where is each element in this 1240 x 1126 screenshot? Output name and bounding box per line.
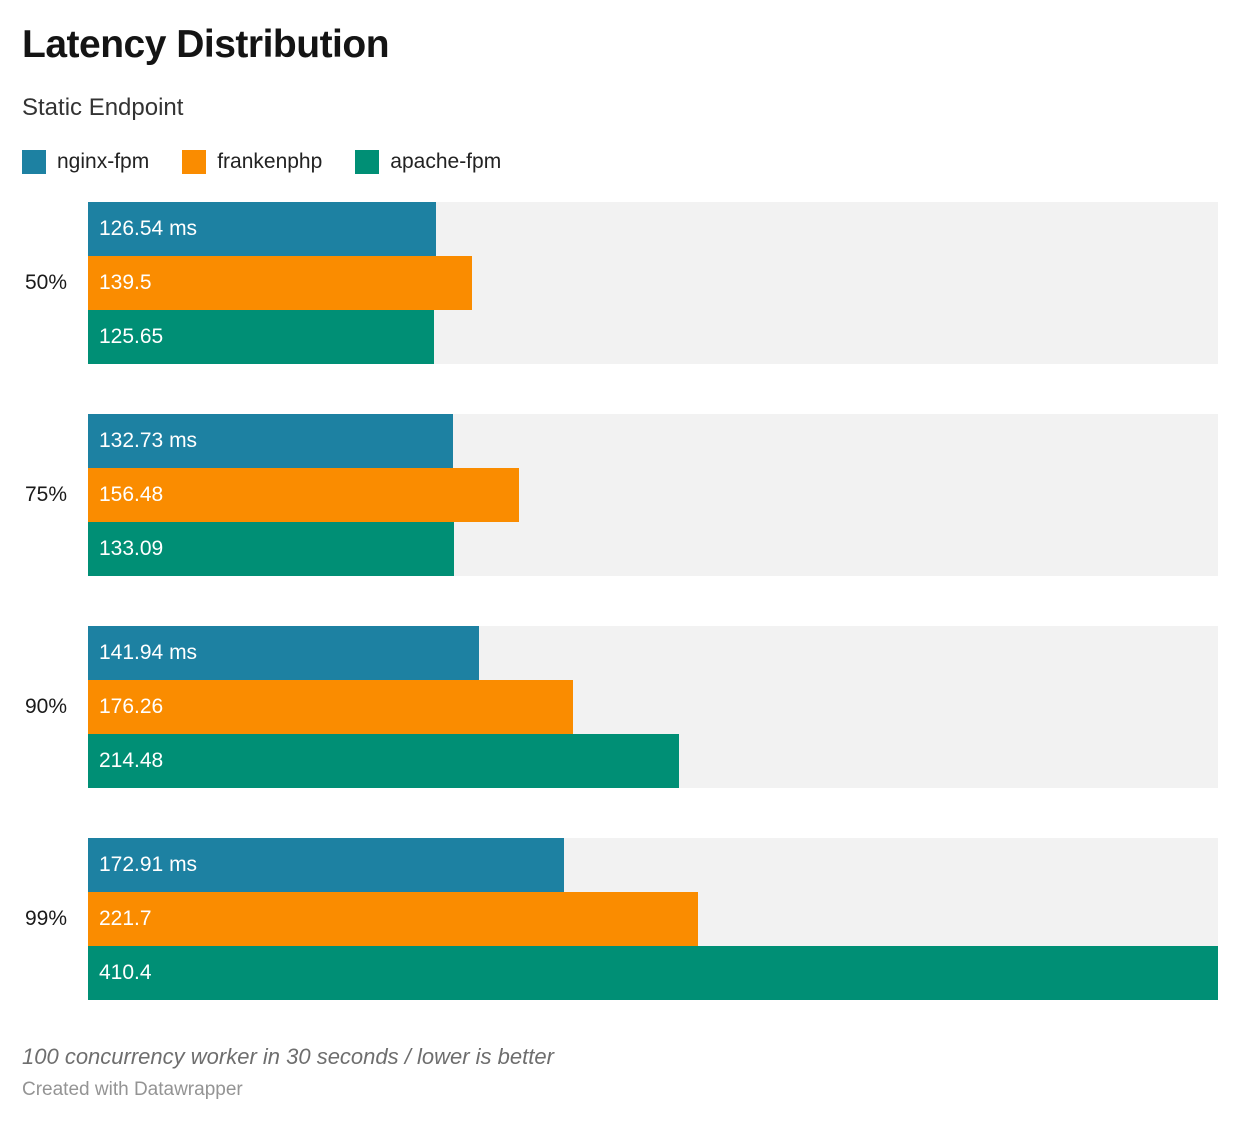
bar-apache-fpm: 125.65: [88, 309, 434, 364]
bar-value-label: 176.26: [99, 694, 164, 718]
bar-group-99%: 99% 172.91 ms 221.7 410.4: [22, 837, 1218, 1000]
bar-stack: 172.91 ms 221.7 410.4: [88, 837, 1218, 1000]
bar-value-label: 221.7: [99, 906, 152, 930]
bar-value-label: 139.5: [99, 270, 152, 294]
bar-track: 176.26: [88, 679, 1218, 734]
bar-track: 156.48: [88, 467, 1218, 522]
bar-track: 125.65: [88, 309, 1218, 364]
legend-swatch: [355, 149, 380, 174]
legend-label: apache-fpm: [390, 150, 502, 174]
bar-frankenphp: 221.7: [88, 891, 699, 946]
category-label: 75%: [24, 482, 67, 506]
bar-track: 141.94 ms: [88, 625, 1218, 680]
bar-apache-fpm: 133.09: [88, 521, 455, 576]
bar-value-label: 214.48: [99, 748, 164, 772]
bar-value-label: 156.48: [99, 482, 164, 506]
category-label: 50%: [24, 270, 67, 294]
bar-apache-fpm: 214.48: [88, 733, 679, 788]
legend-swatch: [22, 149, 46, 174]
bar-frankenphp: 139.5: [88, 255, 473, 310]
bar-value-label: 132.73 ms: [99, 428, 198, 452]
bar-track: 410.4: [88, 945, 1218, 1000]
bar-stack: 126.54 ms 139.5 125.65: [88, 201, 1218, 364]
chart-subtitle: Static Endpoint: [22, 94, 184, 122]
bar-track: 172.91 ms: [88, 837, 1218, 892]
bar-track: 139.5: [88, 255, 1218, 310]
legend-item-nginx-fpm: nginx-fpm: [22, 149, 150, 174]
bar-frankenphp: 156.48: [88, 467, 519, 522]
chart: 50% 126.54 ms 139.5 125.65 75% 132.73 ms 156.4…: [22, 201, 1218, 1000]
chart-footnote: 100 concurrency worker in 30 seconds / l…: [22, 1043, 554, 1069]
bar-track: 214.48: [88, 733, 1218, 788]
bar-frankenphp: 176.26: [88, 679, 574, 734]
legend-item-frankenphp: frankenphp: [182, 149, 323, 174]
bar-value-label: 172.91 ms: [99, 852, 198, 876]
legend-label: frankenphp: [217, 150, 323, 174]
bar-nginx-fpm: 132.73 ms: [88, 413, 454, 468]
bar-group-75%: 75% 132.73 ms 156.48 133.09: [22, 413, 1218, 576]
bar-stack: 141.94 ms 176.26 214.48: [88, 625, 1218, 788]
category-label: 99%: [24, 906, 67, 930]
legend-item-apache-fpm: apache-fpm: [355, 149, 502, 174]
chart-title: Latency Distribution: [22, 23, 390, 66]
legend: nginx-fpm frankenphp apache-fpm: [22, 149, 1218, 174]
bar-track: 133.09: [88, 521, 1218, 576]
legend-swatch: [182, 149, 207, 174]
bar-nginx-fpm: 126.54 ms: [88, 201, 437, 256]
bar-track: 221.7: [88, 891, 1218, 946]
bar-value-label: 133.09: [99, 536, 164, 560]
bar-group-90%: 90% 141.94 ms 176.26 214.48: [22, 625, 1218, 788]
legend-label: nginx-fpm: [57, 150, 150, 174]
bar-value-label: 125.65: [99, 324, 164, 348]
bar-apache-fpm: 410.4: [88, 945, 1218, 1000]
bar-group-50%: 50% 126.54 ms 139.5 125.65: [22, 201, 1218, 364]
bar-nginx-fpm: 141.94 ms: [88, 625, 479, 680]
bar-value-label: 141.94 ms: [99, 640, 198, 664]
bar-value-label: 126.54 ms: [99, 216, 198, 240]
datawrapper-credit-link[interactable]: Created with Datawrapper: [22, 1079, 243, 1100]
category-label: 90%: [24, 694, 67, 718]
bar-track: 132.73 ms: [88, 413, 1218, 468]
bar-value-label: 410.4: [99, 960, 152, 984]
bar-nginx-fpm: 172.91 ms: [88, 837, 565, 892]
bar-track: 126.54 ms: [88, 201, 1218, 256]
bar-stack: 132.73 ms 156.48 133.09: [88, 413, 1218, 576]
